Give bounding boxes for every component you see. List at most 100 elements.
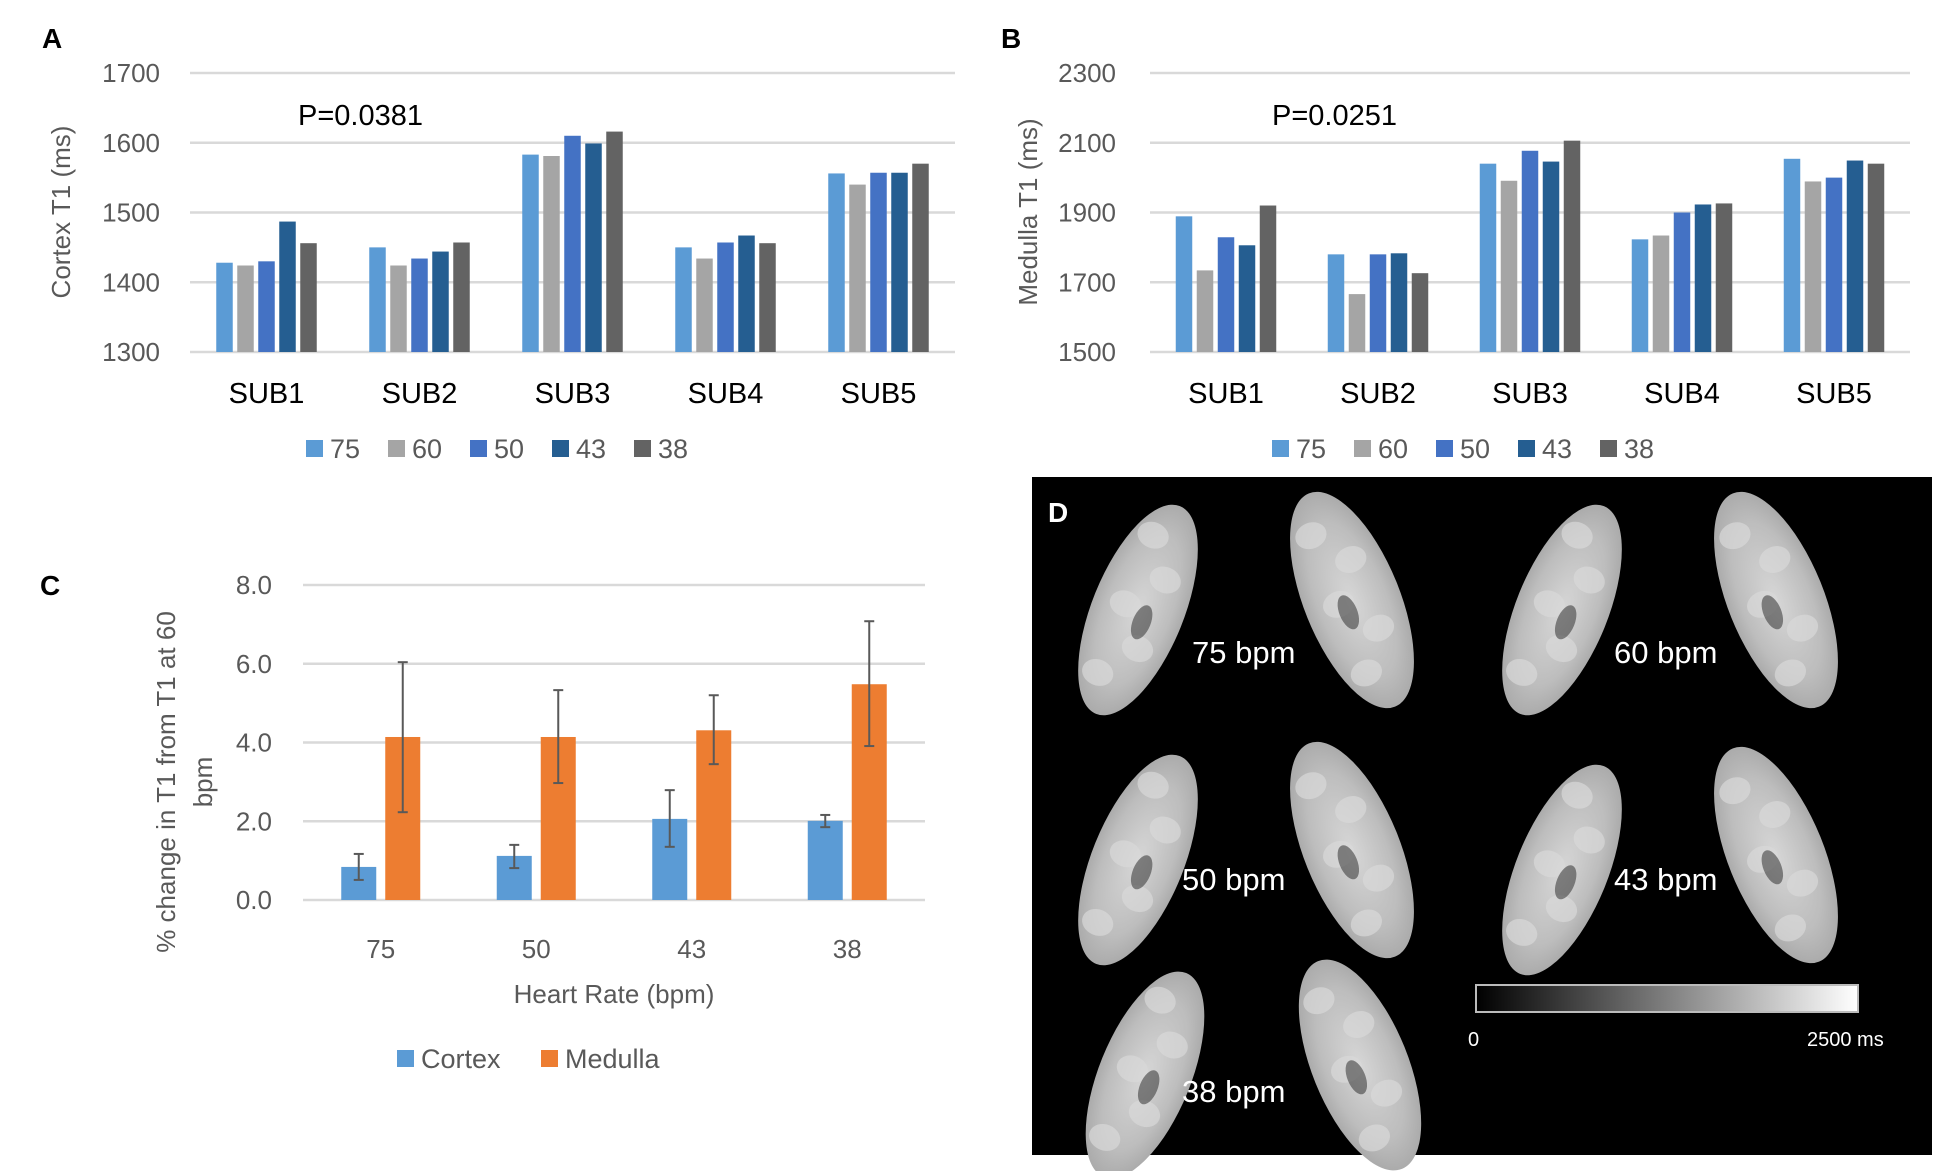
x-category-label: SUB3 bbox=[1492, 378, 1568, 410]
bar-sub5-50 bbox=[870, 172, 887, 352]
colorbar bbox=[1475, 984, 1859, 1013]
legend-item-medulla: Medulla bbox=[541, 1044, 661, 1074]
panel-a-label: A bbox=[42, 23, 62, 54]
legend-swatch bbox=[541, 1050, 558, 1067]
bar-sub1-50 bbox=[1217, 237, 1235, 352]
kidney-t1-map bbox=[1502, 764, 1622, 976]
colorbar-max-label: 2500 ms bbox=[1807, 1029, 1884, 1051]
bar-sub5-75 bbox=[828, 173, 845, 352]
bar-sub5-38 bbox=[1867, 163, 1885, 352]
bar-sub2-50 bbox=[1369, 254, 1387, 352]
legend-swatch bbox=[306, 440, 323, 457]
bar-sub4-75 bbox=[675, 247, 692, 352]
error-bar bbox=[820, 813, 831, 829]
legend-item-38: 38 bbox=[1600, 434, 1654, 464]
x-category-label: 38 bbox=[833, 934, 862, 964]
legend-label: 75 bbox=[1296, 434, 1326, 464]
map-label-43: 43 bpm bbox=[1614, 862, 1717, 897]
bar-sub1-75 bbox=[1175, 216, 1193, 352]
bar-sub3-38 bbox=[1563, 140, 1581, 352]
bar-sub4-60 bbox=[696, 258, 713, 352]
legend-label: 38 bbox=[658, 434, 688, 464]
bar-sub3-75 bbox=[1479, 163, 1497, 352]
kidney-t1-map bbox=[1078, 754, 1198, 966]
bar-sub2-75 bbox=[1327, 254, 1345, 352]
y-tick-label: 4.0 bbox=[236, 728, 272, 758]
bar-sub4-60 bbox=[1652, 235, 1670, 352]
bar-sub3-50 bbox=[564, 135, 581, 352]
legend-label: Cortex bbox=[421, 1044, 501, 1074]
legend-item-50: 50 bbox=[470, 434, 524, 464]
kidney-t1-map bbox=[1085, 971, 1205, 1171]
bar-sub1-75 bbox=[216, 262, 233, 352]
error-bar bbox=[397, 661, 408, 814]
panel-b-label: B bbox=[1001, 23, 1021, 54]
error-bar bbox=[553, 689, 564, 785]
legend-label: 75 bbox=[330, 434, 360, 464]
x-category-label: SUB2 bbox=[1340, 378, 1416, 410]
bar-sub3-43 bbox=[585, 143, 602, 352]
panel-c-x-axis-title: Heart Rate (bpm) bbox=[514, 979, 715, 1009]
bar-sub3-60 bbox=[543, 156, 560, 352]
bar-sub3-38 bbox=[606, 131, 623, 352]
y-tick-label: 0.0 bbox=[236, 885, 272, 915]
y-tick-label: 6.0 bbox=[236, 649, 272, 679]
map-label-60: 60 bpm bbox=[1614, 635, 1717, 670]
error-bar bbox=[664, 789, 675, 848]
legend-item-60: 60 bbox=[1354, 434, 1408, 464]
kidney-t1-map bbox=[1714, 491, 1838, 709]
colorbar-min-label: 0 bbox=[1468, 1029, 1479, 1051]
legend-swatch bbox=[1354, 440, 1371, 457]
kidney-maps bbox=[1078, 491, 1838, 1171]
panel-a-y-axis-title: Cortex T1 (ms) bbox=[46, 126, 76, 299]
legend-item-75: 75 bbox=[306, 434, 360, 464]
y-tick-label: 2.0 bbox=[236, 806, 272, 836]
bar-sub3-50 bbox=[1521, 150, 1539, 352]
error-bar bbox=[864, 620, 875, 748]
x-category-label: SUB3 bbox=[535, 378, 611, 410]
legend-swatch bbox=[552, 440, 569, 457]
x-category-label: SUB4 bbox=[688, 378, 764, 410]
legend-swatch bbox=[1436, 440, 1453, 457]
legend-item-43: 43 bbox=[1518, 434, 1572, 464]
legend-swatch bbox=[1518, 440, 1535, 457]
y-tick-label: 1900 bbox=[1058, 198, 1116, 228]
bar-sub1-60 bbox=[1196, 270, 1214, 352]
x-category-label: SUB1 bbox=[229, 378, 305, 410]
x-category-label: SUB5 bbox=[841, 378, 917, 410]
y-tick-label: 1700 bbox=[102, 58, 160, 88]
legend-swatch bbox=[1272, 440, 1289, 457]
legend-item-60: 60 bbox=[388, 434, 442, 464]
bar-sub2-75 bbox=[369, 247, 386, 352]
legend-swatch bbox=[470, 440, 487, 457]
panel-c: C % change in T1 from T1 at 60 bpm Heart… bbox=[40, 570, 925, 1074]
bar-sub5-43 bbox=[891, 172, 908, 352]
bar-sub1-38 bbox=[1259, 205, 1277, 352]
legend-label: 50 bbox=[1460, 434, 1490, 464]
y-tick-label: 2300 bbox=[1058, 58, 1116, 88]
bar-sub4-38 bbox=[759, 243, 776, 352]
error-bar bbox=[509, 843, 520, 870]
x-category-label: 50 bbox=[522, 934, 551, 964]
map-label-50: 50 bpm bbox=[1182, 862, 1285, 897]
panel-d: D 75 bpm 60 bpm 50 bpm 43 bpm 38 bpm 0 2… bbox=[1032, 477, 1932, 1171]
panel-a: A Cortex T1 (ms) P=0.0381 1300 1400 1500 16… bbox=[42, 23, 955, 464]
bar-sub2-43 bbox=[432, 251, 449, 352]
panel-b-y-axis-title: Medulla T1 (ms) bbox=[1013, 118, 1043, 305]
panel-d-label: D bbox=[1048, 497, 1068, 528]
bar-sub2-38 bbox=[1411, 273, 1429, 352]
bar-sub3-75 bbox=[522, 154, 539, 352]
legend-label: 43 bbox=[576, 434, 606, 464]
legend-label: 43 bbox=[1542, 434, 1572, 464]
y-tick-label: 1400 bbox=[102, 267, 160, 297]
legend-item-75: 75 bbox=[1272, 434, 1326, 464]
error-bar bbox=[353, 852, 364, 881]
panel-c-y-axis-title-line2: bpm bbox=[188, 757, 218, 808]
y-tick-label: 1300 bbox=[102, 337, 160, 367]
y-tick-label: 2100 bbox=[1058, 128, 1116, 158]
bar-sub3-60 bbox=[1500, 180, 1518, 352]
map-label-38: 38 bpm bbox=[1182, 1074, 1285, 1109]
legend-item-43: 43 bbox=[552, 434, 606, 464]
panel-b: B Medulla T1 (ms) P=0.0251 1500 1700 1900 2… bbox=[1001, 23, 1910, 464]
